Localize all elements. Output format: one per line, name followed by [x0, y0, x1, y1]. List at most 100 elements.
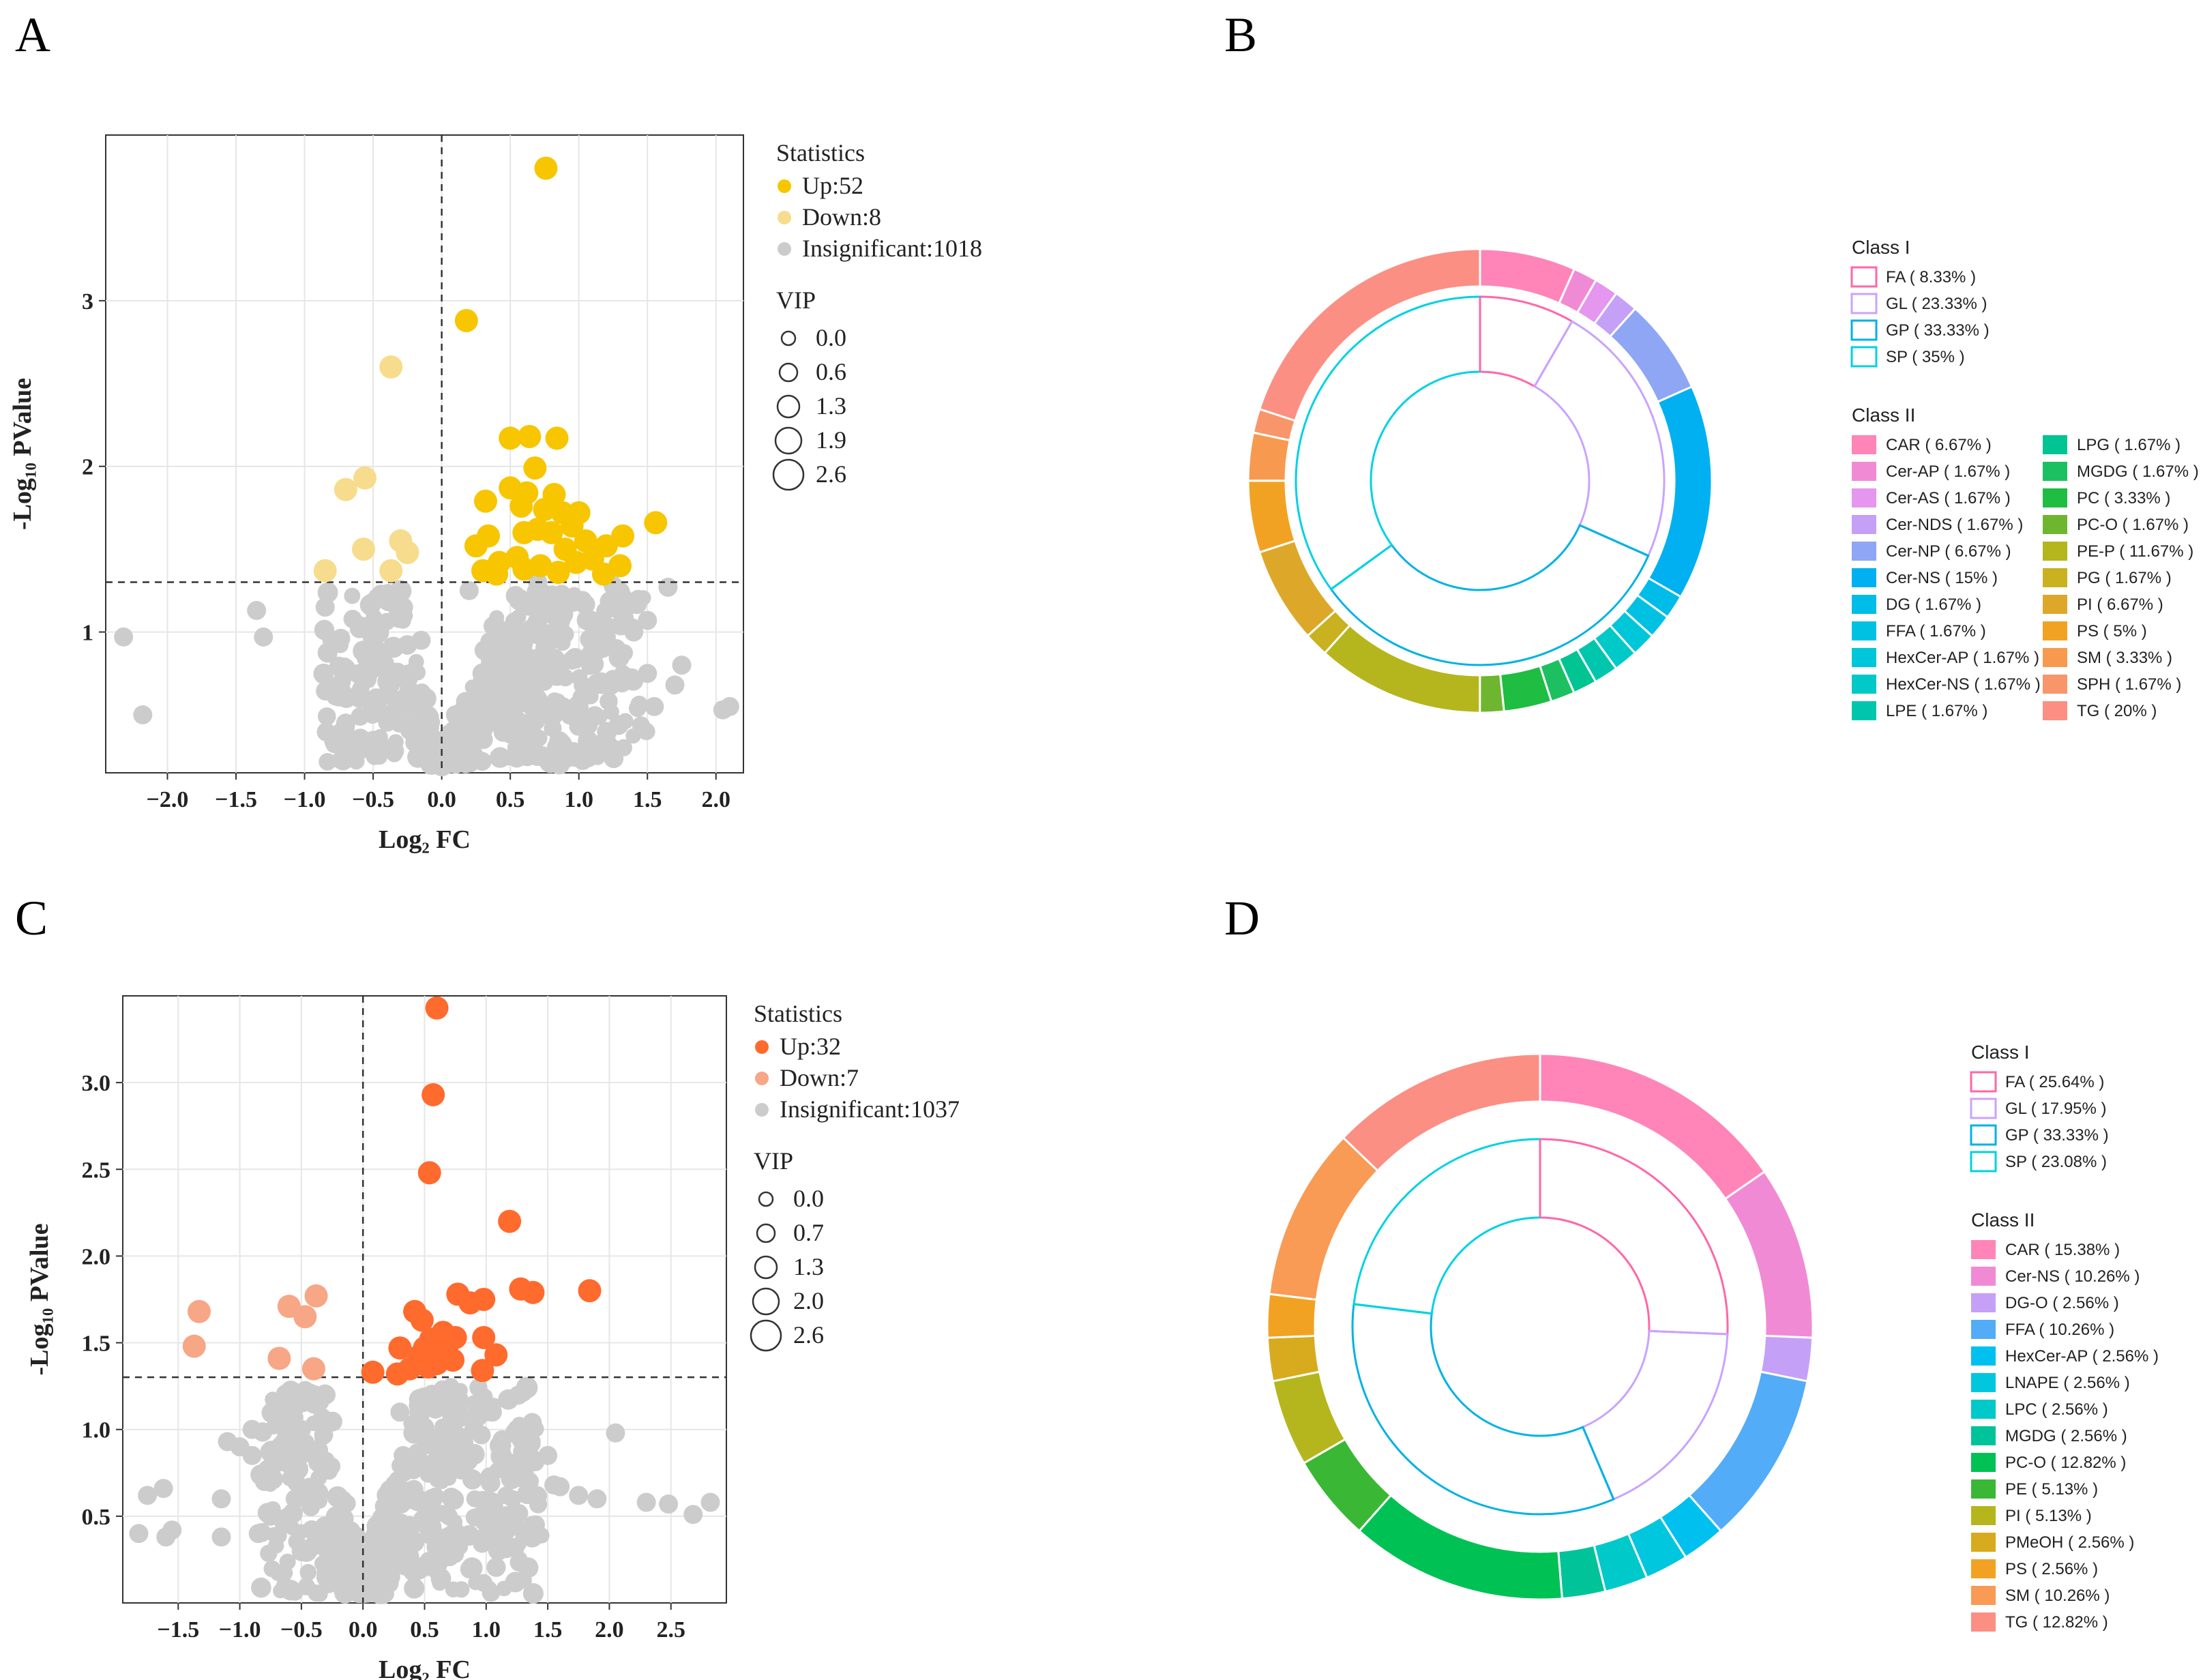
class2-legend-label: PG ( 1.67% )	[2077, 569, 2172, 587]
down-points	[182, 1284, 328, 1381]
insignificant-point	[260, 1544, 278, 1563]
up-point	[499, 426, 522, 450]
insignificant-point	[242, 1419, 262, 1439]
x-tick-label: −1.5	[215, 787, 257, 812]
x-axis-label: Log₂ FC	[379, 1655, 471, 1680]
legend-label: Insignificant:1037	[780, 1095, 960, 1123]
insignificant-point	[394, 1446, 413, 1465]
class2-legend-swatch	[1971, 1453, 1996, 1472]
up-point	[521, 1280, 545, 1304]
insignificant-point	[700, 1492, 720, 1512]
y-tick-label: 2.5	[82, 1158, 111, 1183]
up-point	[518, 425, 542, 448]
x-tick-label: 2.5	[656, 1617, 685, 1642]
vip-label: 0.0	[816, 324, 846, 351]
panel-label-b: B	[1224, 8, 1257, 62]
insignificant-point	[571, 669, 588, 686]
insignificant-point	[575, 594, 595, 615]
class2-legend-swatch	[2043, 568, 2067, 587]
x-tick-label: −1.0	[219, 1617, 261, 1642]
class2-legend-label: PS ( 5% )	[2077, 622, 2147, 640]
insignificant-point	[480, 1467, 499, 1486]
class2-legend-label: HexCer-AP ( 1.67% )	[1886, 649, 2039, 667]
class2-legend-swatch	[1971, 1533, 1996, 1552]
up-point	[410, 1308, 434, 1332]
down-point	[334, 477, 357, 501]
class2-legend-label: Cer-NP ( 6.67% )	[1886, 542, 2011, 561]
insignificant-point	[313, 663, 334, 684]
up-point	[388, 1336, 412, 1360]
class2-legend-swatch	[1971, 1267, 1996, 1286]
legend-title-class2: Class II	[1852, 404, 1915, 426]
insignificant-point	[548, 753, 570, 775]
insignificant-point	[489, 1434, 512, 1457]
insignificant-point	[153, 1479, 173, 1499]
insignificant-point	[372, 728, 388, 745]
class2-legend-label: PS ( 2.56% )	[2005, 1560, 2098, 1578]
insignificant-point	[316, 1563, 334, 1581]
insignificant-point	[129, 1524, 149, 1544]
down-point	[293, 1305, 317, 1329]
class2-legend-swatch	[2043, 675, 2067, 694]
down-point	[301, 1357, 325, 1381]
legend-title-class2: Class II	[1971, 1209, 2035, 1230]
class1-segment	[1329, 524, 1650, 666]
insignificant-point	[453, 1581, 470, 1598]
insignificant-point	[349, 688, 369, 708]
insignificant-point	[336, 747, 357, 768]
insignificant-point	[265, 1391, 281, 1408]
insignificant-point	[162, 1520, 182, 1540]
insignificant-point	[483, 616, 503, 636]
up-point	[416, 1355, 440, 1379]
legend-swatch	[778, 179, 791, 193]
insignificant-point	[211, 1489, 231, 1509]
insignificant-point	[596, 627, 616, 647]
class1-legend-label: SP ( 23.08% )	[2005, 1153, 2107, 1171]
legend-label: Up:52	[802, 172, 863, 199]
y-tick-label: 3.0	[82, 1071, 111, 1096]
insignificant-point	[630, 589, 647, 607]
lipid-class-donut-b: Class I FA ( 8.33% ) GL ( 23.33% ) GP ( 33.…	[1247, 237, 2199, 720]
vip-size-swatch	[754, 1255, 778, 1280]
insignificant-point	[526, 1515, 546, 1535]
insignificant-points	[114, 572, 739, 777]
down-point	[304, 1284, 328, 1308]
class1-legend-label: GL ( 23.33% )	[1886, 295, 1987, 313]
insignificant-point	[360, 1585, 377, 1603]
insignificant-point	[280, 1381, 301, 1401]
class1-legend-label: SP ( 35% )	[1886, 348, 1965, 366]
insignificant-point	[314, 1425, 334, 1445]
insignificant-point	[720, 696, 739, 716]
up-point	[509, 495, 533, 518]
class2-legend-swatch	[1852, 435, 1876, 454]
x-tick-label: 1.5	[633, 787, 662, 812]
panel-label-c: C	[15, 891, 48, 945]
insignificant-point	[519, 1432, 541, 1454]
x-tick-label: 0.5	[410, 1617, 439, 1642]
insignificant-point	[242, 1445, 262, 1465]
insignificant-point	[569, 1486, 589, 1505]
insignificant-point	[254, 627, 273, 647]
class1-segment	[1351, 1303, 1615, 1516]
class2-legend-swatch	[2043, 462, 2067, 481]
class2-legend-label: LPE ( 1.67% )	[1886, 702, 1987, 720]
insignificant-point	[302, 1485, 321, 1505]
volcano-plot-a: −2.0 −1.5 −1.0 −0.5 0.0 0.5 1.0 1.5 2.0 1 2 3 Log₂ F…	[8, 134, 982, 854]
up-point	[454, 309, 478, 332]
class2-legend-label: SM ( 3.33% )	[2077, 649, 2172, 667]
class2-legend-label: DG-O ( 2.56% )	[2005, 1294, 2119, 1312]
up-point	[473, 489, 497, 513]
class2-legend-swatch	[1852, 542, 1876, 561]
up-point	[512, 557, 536, 581]
insignificant-point	[504, 630, 522, 647]
insignificant-point	[470, 1506, 490, 1526]
class1-divider	[1579, 524, 1649, 557]
class2-legend-swatch	[1971, 1612, 1996, 1632]
insignificant-point	[138, 1486, 158, 1505]
class2-legend-swatch	[1852, 701, 1876, 720]
insignificant-point	[409, 1402, 431, 1424]
insignificant-point	[556, 625, 574, 643]
class2-legend-swatch	[2043, 542, 2067, 561]
insignificant-point	[270, 1527, 287, 1544]
insignificant-point	[516, 1572, 532, 1589]
